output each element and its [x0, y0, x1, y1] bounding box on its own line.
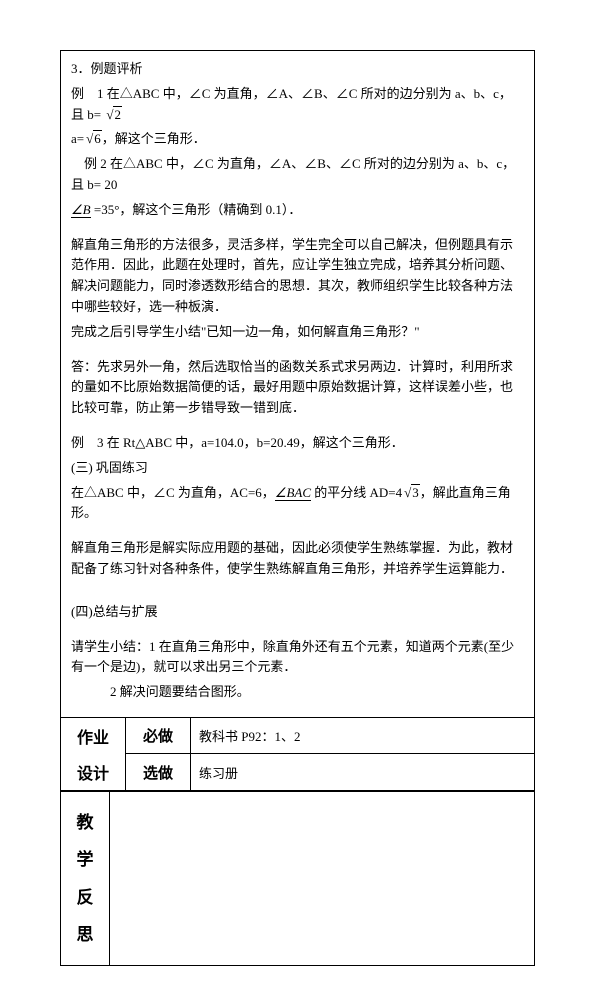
subsection-4-heading: (四)总结与扩展	[71, 602, 524, 623]
hw-cell-xuanzuo: 选做	[126, 754, 191, 791]
table-row: 教 学 反 思	[61, 791, 534, 965]
sqrt-2: 2	[104, 105, 122, 126]
table-row: 设计 选做 练习册	[61, 754, 534, 791]
table-row: 作业 必做 教科书 P92：1、2	[61, 718, 534, 754]
hw-cell-sheji: 设计	[61, 754, 126, 791]
solve-para: 解直角三角形是解实际应用题的基础，因此必须使学生熟练掌握．为此，教材配备了练习针…	[71, 538, 524, 580]
hw-cell-workbook: 练习册	[191, 754, 535, 791]
subsection-3-heading: (三) 巩固练习	[71, 458, 524, 479]
example-2-line2: ∠B =35°，解这个三角形（精确到 0.1）．	[71, 200, 524, 221]
sqrt-6: 6	[84, 129, 102, 150]
example-2-post: =35°，解这个三角形（精确到 0.1）．	[91, 202, 302, 217]
section-3-examples: 3．例题评析 例 1 在△ABC 中，∠C 为直角，∠A、∠B、∠C 所对的边分…	[61, 51, 534, 718]
example-2-line1: 例 2 在△ABC 中，∠C 为直角，∠A、∠B、∠C 所对的边分别为 a、b、…	[71, 154, 524, 196]
practice-pre: 在△ABC 中，∠C 为直角，AC=6，	[71, 485, 275, 500]
hw-cell-textbook: 教科书 P92：1、2	[191, 718, 535, 754]
section-3-heading: 3．例题评析	[71, 59, 524, 80]
reflect-label-cell: 教 学 反 思	[61, 791, 110, 965]
hw-cell-bizuo: 必做	[126, 718, 191, 754]
example-1-line1: 例 1 在△ABC 中，∠C 为直角，∠A、∠B、∠C 所对的边分别为 a、b、…	[71, 84, 524, 126]
practice-mid: 的平分线 AD=4	[311, 485, 402, 500]
reflection-table: 教 学 反 思	[61, 791, 534, 966]
summary-2: 2 解决问题要结合图形。	[71, 682, 524, 703]
document-frame: 3．例题评析 例 1 在△ABC 中，∠C 为直角，∠A、∠B、∠C 所对的边分…	[60, 50, 535, 966]
hw-cell-zuoye: 作业	[61, 718, 126, 754]
practice-line: 在△ABC 中，∠C 为直角，AC=6，∠BAC 的平分线 AD=43，解此直角…	[71, 483, 524, 525]
sqrt-3: 3	[402, 483, 420, 504]
example-1-line2: a=6，解这个三角形．	[71, 129, 524, 150]
angle-b-italic: ∠B	[71, 202, 91, 218]
reflect-body-cell	[110, 791, 535, 965]
angle-bac-italic: ∠BAC	[275, 485, 311, 501]
answer-para: 答：先求另外一角，然后选取恰当的函数关系式求另两边．计算时，利用所求的量如不比原…	[71, 357, 524, 419]
method-para-1: 解直角三角形的方法很多，灵活多样，学生完全可以自己解决，但例题具有示范作用．因此…	[71, 235, 524, 318]
example-1-a-eq: a=	[71, 131, 84, 146]
example-1-post: ，解这个三角形．	[102, 131, 206, 146]
homework-table: 作业 必做 教科书 P92：1、2 设计 选做 练习册	[61, 718, 534, 791]
summary-1: 请学生小结：1 在直角三角形中，除直角外还有五个元素，知道两个元素(至少有一个是…	[71, 637, 524, 679]
example-3: 例 3 在 Rt△ABC 中，a=104.0，b=20.49，解这个三角形．	[71, 433, 524, 454]
example-1-text1: 例 1 在△ABC 中，∠C 为直角，∠A、∠B、∠C 所对的边分别为 a、b、…	[71, 86, 512, 122]
method-para-2: 完成之后引导学生小结"已知一边一角，如何解直角三角形？"	[71, 322, 524, 343]
